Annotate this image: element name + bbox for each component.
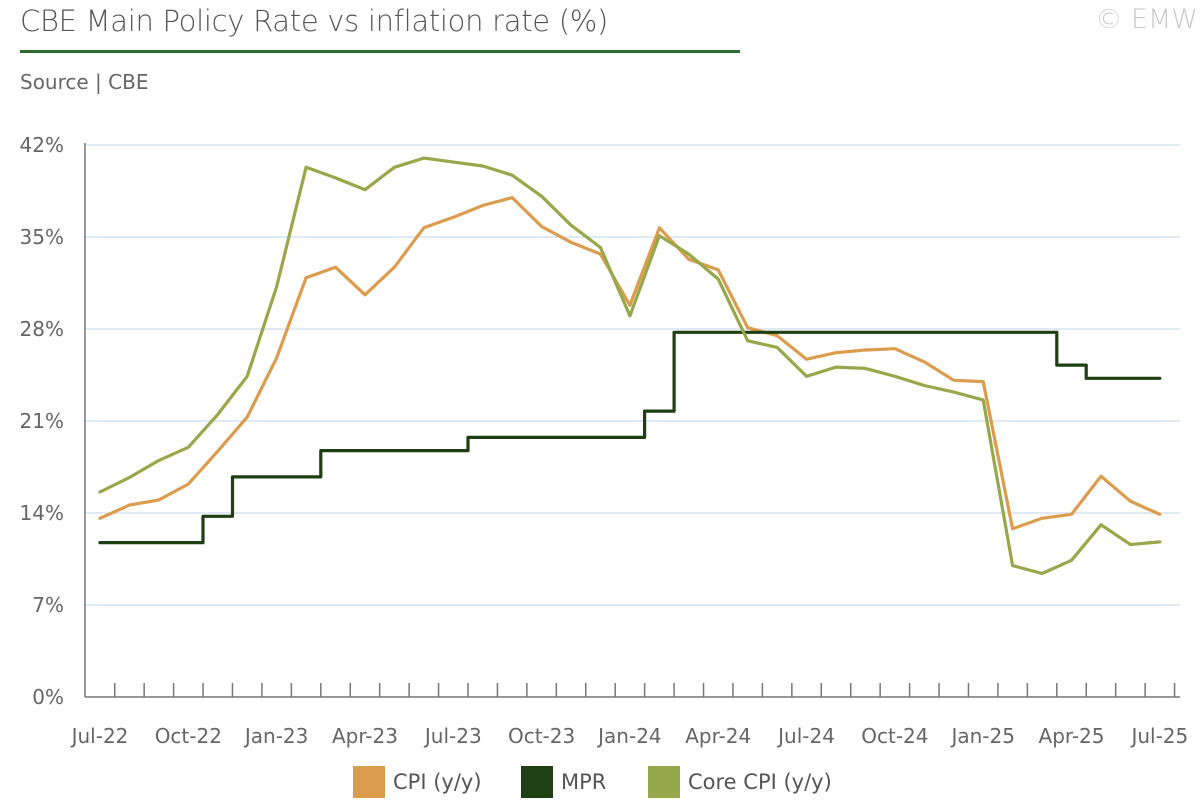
y-tick-label: 28% [20,317,64,341]
legend-item: CPI (y/y) [353,766,482,798]
series-lines [98,156,1162,576]
legend-label: CPI (y/y) [393,770,482,794]
axes: 0% 7% 14% 21% 28% 35% 42% Jul-22 Oct-22 Jan-23 Apr… [20,133,1189,748]
x-tick-label: Oct-24 [861,724,928,748]
legend-swatch [521,766,553,798]
x-tick-label: Jul-24 [776,724,835,748]
legend-label: MPR [561,770,607,794]
x-tick-label: Jan-25 [949,724,1015,748]
legend-swatch [648,766,680,798]
legend-label: Core CPI (y/y) [688,770,832,794]
x-tick-label: Jul-25 [1129,724,1188,748]
legend-item: MPR [521,766,606,798]
x-tick-label: Jan-24 [596,724,662,748]
series-line-mpr [98,330,1162,545]
x-tick-label: Apr-23 [332,724,398,748]
y-tick-label: 42% [20,133,64,157]
series-line-cpi-y-y [98,196,1162,531]
x-tick-label: Oct-22 [155,724,222,748]
x-tick-label: Oct-23 [508,724,575,748]
x-tick-label: Jul-23 [423,724,482,748]
x-tick-label: Jan-23 [243,724,309,748]
legend: CPI (y/y) MPR Core CPI (y/y) [0,766,1200,800]
x-tick-label: Apr-24 [685,724,751,748]
y-tick-label: 7% [32,593,64,617]
gridlines [85,144,1180,606]
series-line-core-cpi-y-y [98,156,1162,576]
chart-subtitle: Source | CBE [20,70,149,94]
legend-swatch [353,766,385,798]
chart-title: CBE Main Policy Rate vs inflation rate (… [20,4,609,38]
title-underline [20,50,740,53]
legend-item: Core CPI (y/y) [648,766,832,798]
y-tick-label: 14% [20,501,64,525]
line-chart: 0% 7% 14% 21% 28% 35% 42% Jul-22 Oct-22 Jan-23 Apr… [20,133,1189,748]
x-tick-label: Jul-22 [70,724,129,748]
y-tick-label: 21% [20,409,64,433]
x-tick-label: Apr-25 [1039,724,1105,748]
y-tick-label: 35% [20,225,64,249]
copyright-watermark: © EMW [1095,4,1198,35]
y-tick-label: 0% [32,685,64,709]
